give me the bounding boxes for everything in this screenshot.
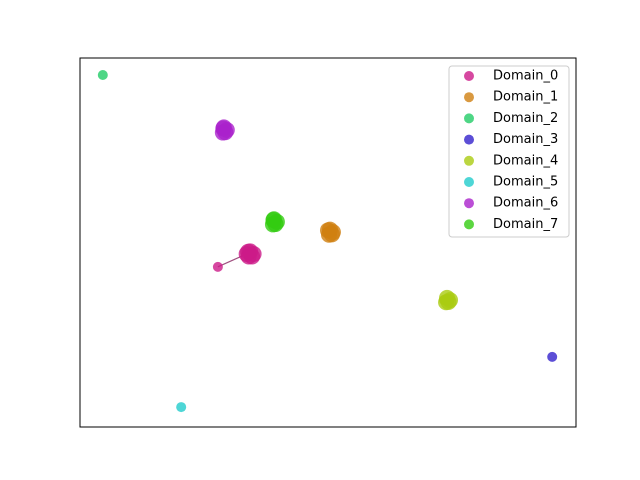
data-point <box>240 243 257 260</box>
legend-marker <box>464 92 474 103</box>
legend-label: Domain_0 <box>493 69 558 84</box>
legend-marker <box>464 155 474 166</box>
legend-marker <box>464 198 474 209</box>
legend-marker <box>464 219 474 230</box>
data-point <box>320 222 336 239</box>
data-point <box>215 120 232 137</box>
data-point <box>97 69 108 80</box>
data-point <box>265 211 282 228</box>
legend-marker <box>464 177 474 187</box>
marks <box>97 69 558 413</box>
data-point <box>212 261 223 272</box>
legend-label: Domain_1 <box>493 90 558 105</box>
legend-label: Domain_6 <box>493 196 558 211</box>
legend-label: Domain_3 <box>493 132 558 147</box>
data-point <box>176 402 187 413</box>
data-point <box>440 293 457 310</box>
legend: Domain_0 Domain_1 Domain_2 Domain_3 Domain_4… <box>448 65 570 238</box>
legend-marker <box>464 113 474 124</box>
legend-box <box>448 65 570 238</box>
legend-label: Domain_2 <box>493 111 558 126</box>
plot-frame <box>79 57 577 428</box>
legend-label: Domain_5 <box>493 175 558 190</box>
legend-marker <box>464 71 474 81</box>
data-point <box>547 351 558 362</box>
legend-label: Domain_4 <box>493 153 558 168</box>
legend-marker <box>464 134 474 145</box>
legend-label: Domain_7 <box>493 217 558 232</box>
